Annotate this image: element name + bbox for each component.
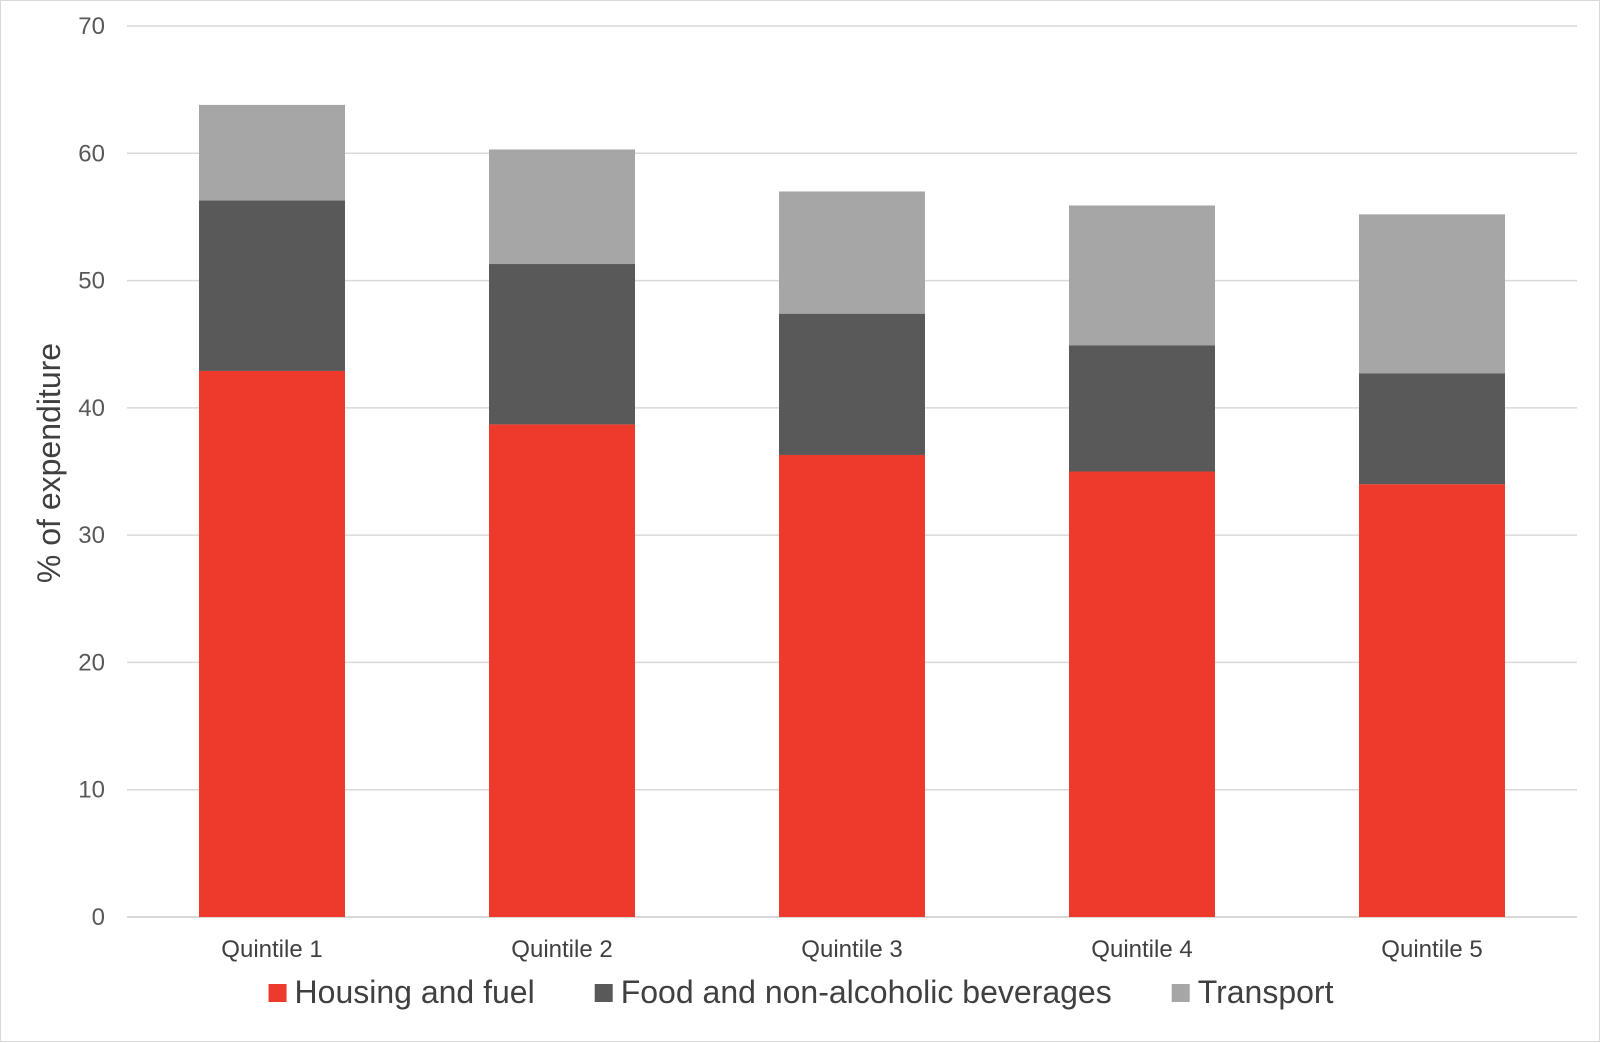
bar-segment-transport-3 bbox=[779, 191, 925, 314]
y-tick-label: 40 bbox=[78, 395, 105, 422]
y-tick-label: 50 bbox=[78, 268, 105, 295]
bar-segment-housing-and-fuel-1 bbox=[199, 370, 345, 917]
x-axis-category-labels: Quintile 1 Quintile 2 Quintile 3 Quintile 4… bbox=[221, 936, 1482, 963]
bar-segment-transport-2 bbox=[489, 149, 635, 265]
y-axis-title: % of expenditure bbox=[31, 343, 67, 583]
legend-label: Transport bbox=[1198, 974, 1334, 1010]
bar-segment-transport-1 bbox=[199, 104, 345, 201]
x-category-label: Quintile 2 bbox=[511, 936, 612, 963]
y-axis-tick-labels: 0 10 20 30 40 50 60 70 bbox=[78, 13, 105, 931]
y-tick-label: 0 bbox=[92, 904, 105, 931]
bar-segment-food-and-non-alcoholic-beverages-4 bbox=[1069, 345, 1215, 472]
y-tick-label: 30 bbox=[78, 522, 105, 549]
legend-item-housing-and-fuel: Housing and fuel bbox=[268, 974, 535, 1010]
legend-label: Food and non-alcoholic beverages bbox=[621, 974, 1112, 1010]
legend-label: Housing and fuel bbox=[295, 974, 535, 1010]
legend-swatch bbox=[1171, 984, 1190, 1002]
bar-segment-food-and-non-alcoholic-beverages-5 bbox=[1359, 373, 1505, 485]
bar-segment-transport-4 bbox=[1069, 205, 1215, 346]
legend-item-food-and-non-alcoholic-beverages: Food and non-alcoholic beverages bbox=[594, 974, 1112, 1010]
y-tick-label: 60 bbox=[78, 140, 105, 167]
bar-segment-housing-and-fuel-4 bbox=[1069, 471, 1215, 917]
y-tick-label: 20 bbox=[78, 649, 105, 676]
bars bbox=[199, 104, 1505, 917]
bar-segment-food-and-non-alcoholic-beverages-2 bbox=[489, 264, 635, 425]
bar-segment-housing-and-fuel-5 bbox=[1359, 484, 1505, 917]
x-category-label: Quintile 5 bbox=[1381, 936, 1482, 963]
legend-swatch bbox=[268, 984, 287, 1002]
bar-segment-food-and-non-alcoholic-beverages-1 bbox=[199, 200, 345, 371]
bar-segment-food-and-non-alcoholic-beverages-3 bbox=[779, 313, 925, 455]
x-category-label: Quintile 3 bbox=[801, 936, 902, 963]
bar-segment-housing-and-fuel-3 bbox=[779, 454, 925, 917]
bar-segment-housing-and-fuel-2 bbox=[489, 424, 635, 917]
x-category-label: Quintile 1 bbox=[221, 936, 322, 963]
legend-item-transport: Transport bbox=[1171, 974, 1334, 1010]
y-tick-label: 70 bbox=[78, 13, 105, 40]
legend: Housing and fuel Food and non-alcoholic b… bbox=[268, 974, 1334, 1010]
y-tick-label: 10 bbox=[78, 777, 105, 804]
bar-segment-transport-5 bbox=[1359, 214, 1505, 374]
x-category-label: Quintile 4 bbox=[1091, 936, 1192, 963]
legend-swatch bbox=[594, 984, 613, 1002]
